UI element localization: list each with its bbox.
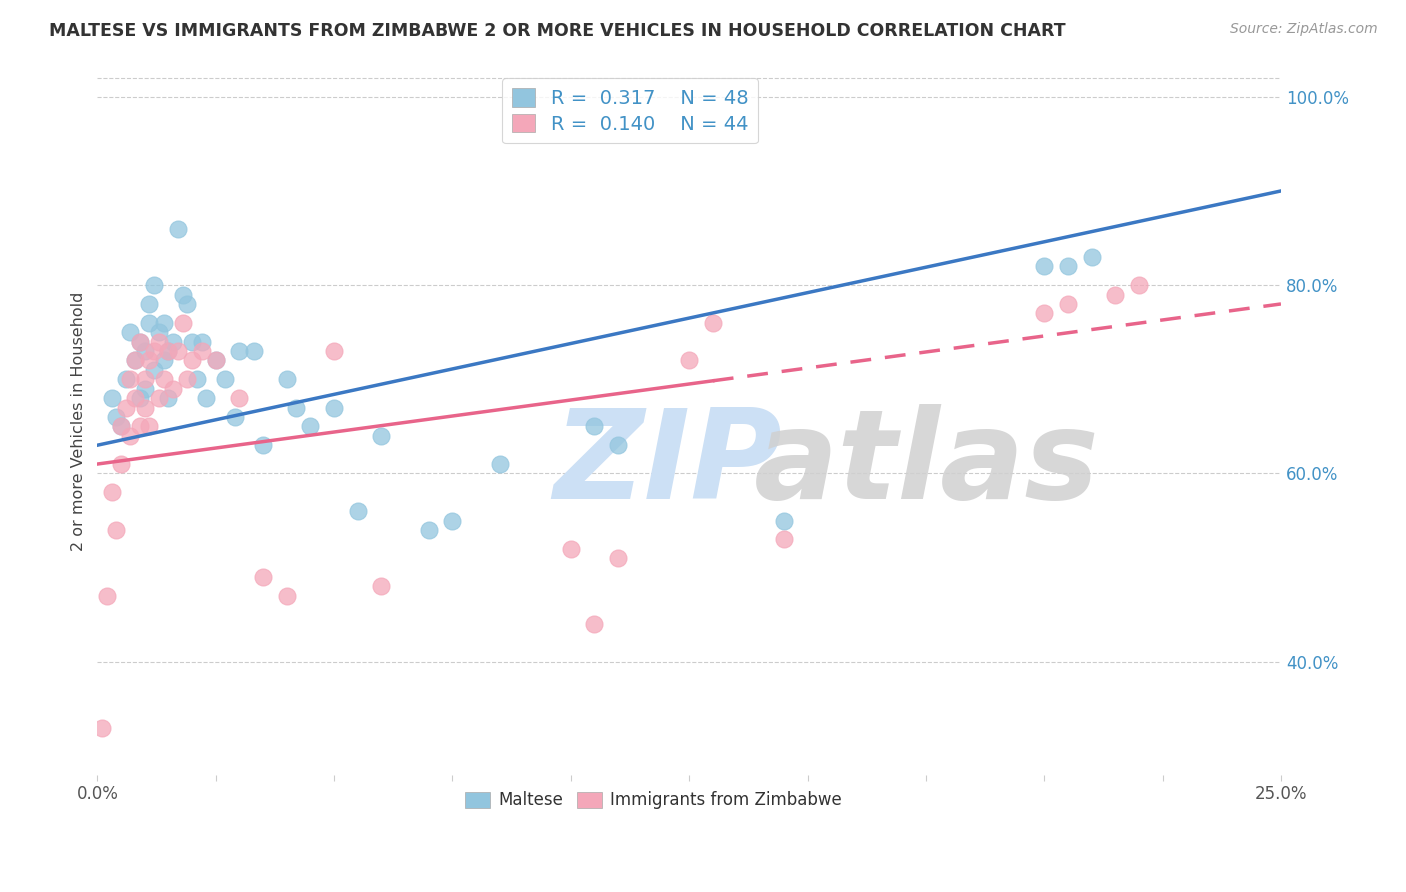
Point bbox=[252, 570, 274, 584]
Point bbox=[176, 297, 198, 311]
Point bbox=[772, 533, 794, 547]
Point bbox=[323, 344, 346, 359]
Point bbox=[252, 438, 274, 452]
Text: MALTESE VS IMMIGRANTS FROM ZIMBABWE 2 OR MORE VEHICLES IN HOUSEHOLD CORRELATION : MALTESE VS IMMIGRANTS FROM ZIMBABWE 2 OR… bbox=[49, 22, 1066, 40]
Point bbox=[1033, 260, 1056, 274]
Point bbox=[583, 419, 606, 434]
Point bbox=[162, 334, 184, 349]
Point bbox=[100, 485, 122, 500]
Point bbox=[129, 391, 152, 405]
Y-axis label: 2 or more Vehicles in Household: 2 or more Vehicles in Household bbox=[72, 292, 86, 551]
Point bbox=[190, 334, 212, 349]
Text: ZIP: ZIP bbox=[553, 403, 782, 524]
Point bbox=[124, 353, 146, 368]
Point bbox=[105, 409, 128, 424]
Point bbox=[228, 344, 250, 359]
Point bbox=[1080, 250, 1102, 264]
Point bbox=[143, 278, 166, 293]
Point bbox=[276, 372, 298, 386]
Text: Source: ZipAtlas.com: Source: ZipAtlas.com bbox=[1230, 22, 1378, 37]
Point bbox=[190, 344, 212, 359]
Point bbox=[370, 429, 392, 443]
Point bbox=[148, 325, 170, 339]
Point bbox=[1104, 287, 1126, 301]
Point bbox=[1057, 260, 1080, 274]
Point bbox=[607, 438, 630, 452]
Point bbox=[134, 382, 156, 396]
Point bbox=[488, 457, 510, 471]
Point bbox=[418, 523, 440, 537]
Point bbox=[152, 372, 174, 386]
Point bbox=[114, 401, 136, 415]
Point bbox=[91, 721, 114, 735]
Point bbox=[157, 344, 180, 359]
Point bbox=[214, 372, 236, 386]
Point bbox=[285, 401, 308, 415]
Point bbox=[134, 372, 156, 386]
Point bbox=[96, 589, 118, 603]
Point bbox=[124, 391, 146, 405]
Point bbox=[186, 372, 208, 386]
Point bbox=[224, 409, 246, 424]
Point bbox=[120, 372, 142, 386]
Point bbox=[195, 391, 218, 405]
Point bbox=[105, 523, 128, 537]
Point bbox=[702, 316, 724, 330]
Point bbox=[100, 391, 122, 405]
Point bbox=[143, 363, 166, 377]
Point bbox=[299, 419, 322, 434]
Point bbox=[138, 419, 160, 434]
Point bbox=[583, 617, 606, 632]
Point bbox=[110, 419, 132, 434]
Point bbox=[129, 334, 152, 349]
Point bbox=[172, 287, 194, 301]
Point bbox=[110, 419, 132, 434]
Legend: Maltese, Immigrants from Zimbabwe: Maltese, Immigrants from Zimbabwe bbox=[458, 785, 849, 816]
Point bbox=[181, 334, 204, 349]
Text: atlas: atlas bbox=[754, 403, 1099, 524]
Point bbox=[166, 344, 188, 359]
Point bbox=[772, 514, 794, 528]
Point bbox=[678, 353, 700, 368]
Point bbox=[204, 353, 226, 368]
Point bbox=[120, 325, 142, 339]
Point bbox=[138, 353, 160, 368]
Point bbox=[276, 589, 298, 603]
Point bbox=[120, 429, 142, 443]
Point bbox=[124, 353, 146, 368]
Point bbox=[172, 316, 194, 330]
Point bbox=[138, 297, 160, 311]
Point bbox=[148, 334, 170, 349]
Point bbox=[129, 419, 152, 434]
Point bbox=[134, 344, 156, 359]
Point bbox=[1057, 297, 1080, 311]
Point bbox=[143, 344, 166, 359]
Point bbox=[152, 316, 174, 330]
Point bbox=[1128, 278, 1150, 293]
Point bbox=[346, 504, 368, 518]
Point bbox=[134, 401, 156, 415]
Point bbox=[441, 514, 464, 528]
Point bbox=[242, 344, 264, 359]
Point bbox=[110, 457, 132, 471]
Point bbox=[560, 541, 582, 556]
Point bbox=[323, 401, 346, 415]
Point bbox=[129, 334, 152, 349]
Point bbox=[1033, 306, 1056, 320]
Point bbox=[148, 391, 170, 405]
Point bbox=[152, 353, 174, 368]
Point bbox=[157, 391, 180, 405]
Point bbox=[157, 344, 180, 359]
Point bbox=[176, 372, 198, 386]
Point bbox=[114, 372, 136, 386]
Point bbox=[162, 382, 184, 396]
Point bbox=[607, 551, 630, 566]
Point bbox=[166, 221, 188, 235]
Point bbox=[204, 353, 226, 368]
Point bbox=[138, 316, 160, 330]
Point bbox=[370, 579, 392, 593]
Point bbox=[228, 391, 250, 405]
Point bbox=[181, 353, 204, 368]
